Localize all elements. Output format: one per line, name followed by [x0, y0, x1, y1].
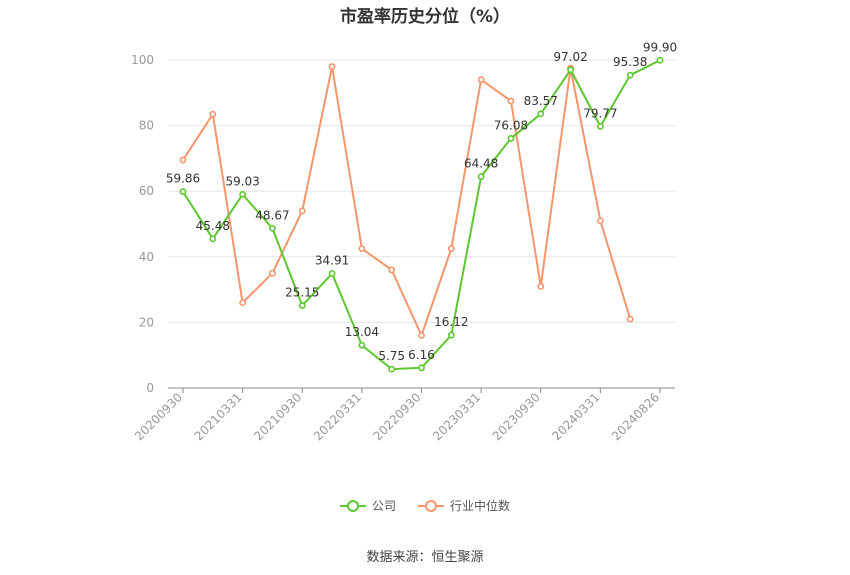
data-label: 34.91 — [315, 253, 349, 267]
data-point-industry — [596, 217, 604, 225]
series-lines — [179, 56, 664, 373]
legend: 公司 行业中位数 — [0, 497, 850, 514]
data-source: 数据来源：恒生聚源 — [366, 550, 484, 565]
series-line-industry — [182, 65, 632, 337]
y-tick-label: 100 — [131, 53, 154, 67]
x-tick-label: 20240331 — [549, 390, 602, 443]
data-point-company — [239, 190, 247, 198]
data-label: 59.86 — [166, 172, 200, 186]
legend-label-industry: 行业中位数 — [450, 499, 511, 513]
data-label: 97.02 — [553, 50, 587, 64]
data-point-industry — [477, 76, 485, 84]
data-point-industry — [179, 156, 187, 164]
y-tick-label: 80 — [139, 119, 154, 133]
data-point-company — [567, 66, 574, 74]
y-tick-label: 60 — [139, 184, 154, 198]
data-point-industry — [269, 269, 276, 277]
data-label: 6.16 — [408, 348, 435, 362]
data-point-industry — [209, 110, 217, 118]
data-point-industry — [328, 63, 336, 70]
data-point-industry — [418, 332, 425, 339]
x-tick-label: 20230331 — [430, 390, 483, 443]
data-point-industry — [537, 282, 545, 290]
x-tick-label: 20220331 — [311, 390, 364, 443]
data-point-industry — [388, 266, 396, 274]
legend-swatch-industry-icon — [418, 499, 444, 513]
data-label: 16.12 — [434, 315, 468, 329]
data-point-company — [656, 56, 664, 64]
data-point-company — [447, 331, 455, 339]
grid-lines — [168, 59, 675, 323]
legend-label-company: 公司 — [371, 499, 396, 513]
data-point-company — [418, 364, 425, 372]
data-label: 79.77 — [583, 106, 617, 120]
data-point-industry — [447, 245, 455, 252]
data-label: 64.48 — [464, 157, 498, 171]
data-point-company — [626, 71, 634, 79]
data-point-industry — [239, 299, 247, 307]
data-point-company — [209, 235, 217, 243]
legend-item-company[interactable]: 公司 — [339, 497, 396, 514]
data-point-company — [537, 110, 545, 118]
data-point-company — [388, 365, 396, 373]
x-tick-label: 20240826 — [609, 390, 662, 443]
data-label: 76.08 — [494, 118, 528, 132]
y-tick-label: 40 — [139, 250, 154, 264]
legend-item-industry[interactable]: 行业中位数 — [418, 497, 510, 514]
data-point-industry — [507, 97, 515, 105]
x-tick-label: 20220930 — [371, 390, 424, 443]
data-label: 5.75 — [378, 349, 405, 363]
data-label: 59.03 — [225, 174, 259, 188]
data-point-company — [358, 341, 366, 349]
data-point-industry — [626, 315, 634, 323]
x-tick-label: 20210331 — [192, 390, 245, 443]
data-point-company — [328, 270, 336, 277]
data-label: 13.04 — [345, 325, 379, 339]
chart-title: 市盈率历史分位（%） — [339, 7, 511, 27]
data-point-industry — [298, 207, 306, 215]
data-label: 25.15 — [285, 286, 319, 300]
legend-swatch-company-icon — [339, 499, 366, 513]
data-point-company — [179, 188, 187, 196]
x-tick-label: 20210930 — [251, 390, 304, 443]
data-point-company — [298, 302, 306, 309]
data-label: 95.38 — [613, 55, 647, 69]
x-tick-label: 20200930 — [132, 390, 185, 443]
data-label: 45.48 — [196, 219, 230, 233]
data-point-company — [269, 224, 276, 232]
data-label: 99.90 — [643, 40, 677, 54]
y-tick-label: 0 — [146, 381, 154, 395]
data-point-company — [477, 173, 485, 180]
data-label: 83.57 — [524, 94, 558, 108]
data-point-company — [596, 122, 604, 130]
data-point-industry — [358, 245, 366, 252]
x-tick-label: 20230930 — [490, 390, 543, 443]
y-tick-label: 20 — [139, 315, 154, 329]
data-point-company — [507, 135, 515, 142]
data-label: 48.67 — [255, 208, 289, 222]
